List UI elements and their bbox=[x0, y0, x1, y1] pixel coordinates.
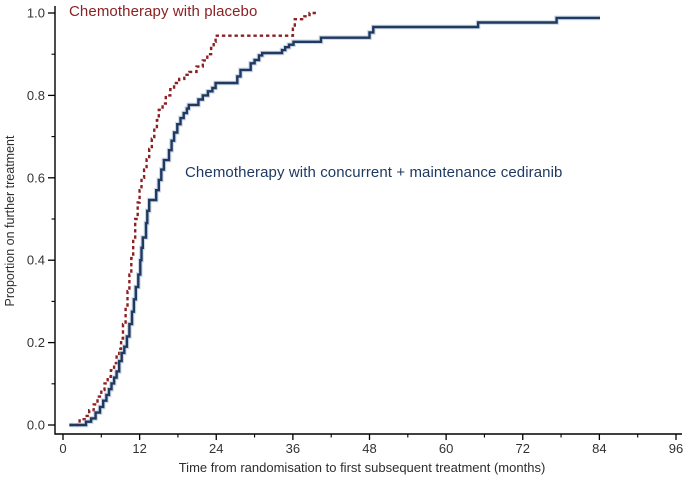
y-tick-label: 0.4 bbox=[27, 253, 45, 268]
y-axis-title: Proportion on further treatment bbox=[3, 135, 17, 307]
placebo-series-label: Chemotherapy with placebo bbox=[69, 3, 258, 20]
y-tick-label: 0.0 bbox=[27, 418, 45, 433]
x-tick-label: 24 bbox=[209, 441, 223, 456]
cediranib-curve-halo bbox=[69, 15, 600, 428]
placebo-curve bbox=[69, 11, 316, 427]
x-tick-label: 72 bbox=[516, 441, 530, 456]
cediranib-curve bbox=[69, 16, 600, 427]
axis-lines bbox=[54, 6, 682, 435]
y-tick-label: 1.0 bbox=[27, 6, 45, 21]
cediranib-series-label: Chemotherapy with concurrent + maintenan… bbox=[185, 164, 563, 181]
x-axis-title: Time from randomisation to first subsequ… bbox=[178, 460, 546, 475]
x-tick-label: 60 bbox=[439, 441, 453, 456]
y-tick-label: 0.8 bbox=[27, 88, 45, 103]
x-tick-label: 0 bbox=[59, 441, 66, 456]
x-tick-label: 48 bbox=[362, 441, 376, 456]
x-tick-label: 12 bbox=[132, 441, 146, 456]
y-tick-label: 0.2 bbox=[27, 335, 45, 350]
x-tick-label: 36 bbox=[286, 441, 300, 456]
x-tick-label: 96 bbox=[669, 441, 683, 456]
x-tick-label: 84 bbox=[592, 441, 606, 456]
y-tick-label: 0.6 bbox=[27, 170, 45, 185]
